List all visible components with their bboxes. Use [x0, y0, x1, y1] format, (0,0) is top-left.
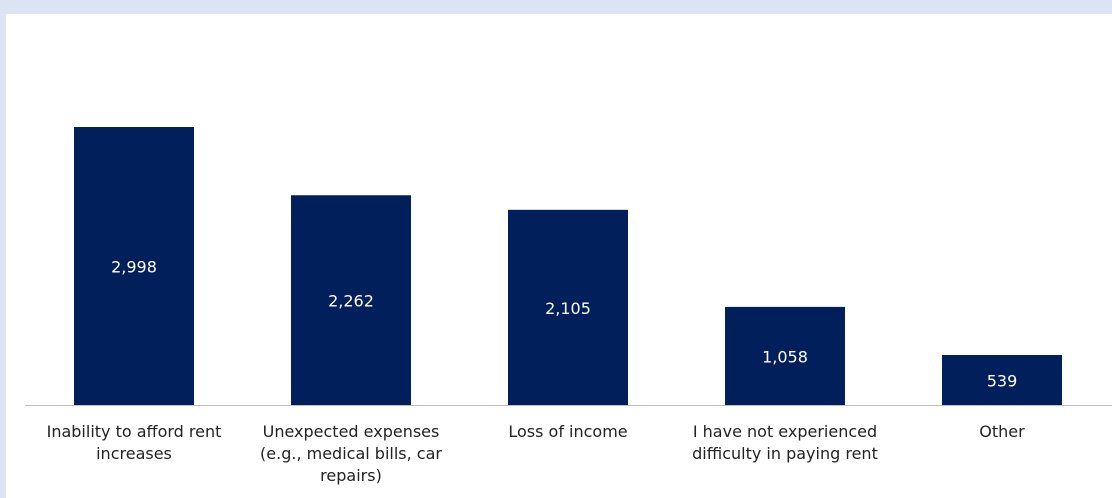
- data-label: 2,105: [545, 299, 591, 318]
- bar: [725, 306, 845, 405]
- bar: [508, 209, 628, 405]
- x-tick-label: Inability to afford rent increases: [46, 422, 222, 463]
- data-label: 2,998: [111, 258, 157, 277]
- data-label: 2,262: [328, 292, 374, 311]
- x-tick-label: Unexpected expenses (e.g., medical bills…: [260, 422, 442, 485]
- x-tick-label: Loss of income: [508, 422, 628, 441]
- x-tick-label: Other: [979, 422, 1025, 441]
- bar: [74, 127, 194, 405]
- data-label: 1,058: [762, 347, 808, 366]
- bar: [291, 195, 411, 405]
- x-tick-label: I have not experienced difficulty in pay…: [692, 422, 878, 463]
- data-label: 539: [987, 372, 1018, 391]
- bar: [942, 355, 1062, 405]
